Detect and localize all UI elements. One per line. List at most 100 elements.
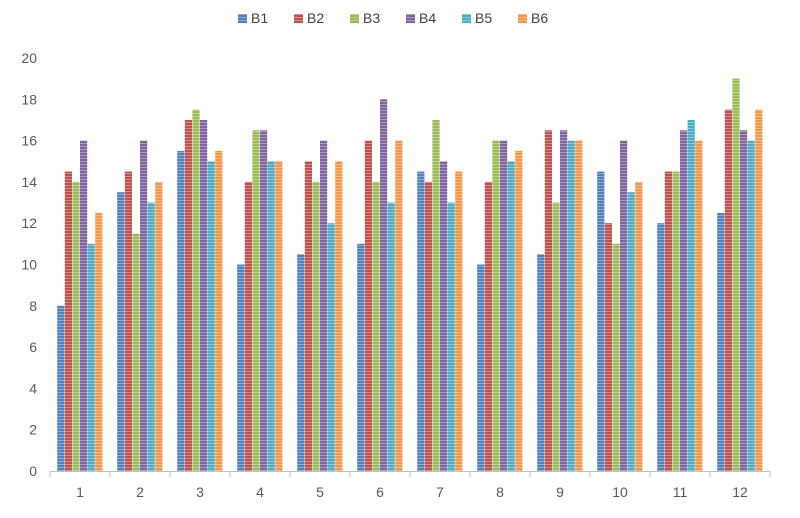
legend-label: B1 — [251, 10, 268, 26]
y-tick-label: 12 — [21, 215, 37, 231]
bar-b1-9 — [537, 254, 545, 471]
bar-b6-10 — [635, 181, 643, 471]
bar-b1-8 — [477, 264, 485, 471]
y-tick-label: 20 — [21, 50, 37, 66]
bar-b1-11 — [657, 223, 665, 471]
legend-item-b5: B5 — [462, 10, 492, 26]
bar-group-6 — [357, 99, 403, 472]
bars — [57, 78, 763, 472]
legend-swatch — [462, 14, 471, 23]
bar-b5-7 — [447, 202, 455, 472]
x-tick-label: 8 — [496, 484, 504, 500]
bar-b3-2 — [132, 233, 140, 471]
bar-b6-2 — [155, 181, 163, 471]
bar-b5-8 — [507, 161, 515, 471]
legend-label: B5 — [475, 10, 492, 26]
legend-label: B6 — [531, 10, 548, 26]
y-tick-label: 18 — [21, 91, 37, 107]
bar-b3-5 — [312, 181, 320, 471]
bar-group-4 — [237, 130, 283, 471]
bar-b4-5 — [320, 140, 328, 471]
bar-b6-11 — [695, 140, 703, 471]
bar-b4-4 — [260, 130, 268, 471]
y-tick-label: 8 — [29, 298, 37, 314]
x-tick-label: 11 — [673, 484, 688, 500]
bar-b5-4 — [267, 161, 275, 471]
legend-swatch — [518, 14, 527, 23]
x-tick-label: 6 — [376, 484, 384, 500]
bar-b4-7 — [440, 161, 448, 471]
bar-group-10 — [597, 140, 643, 471]
bar-b2-1 — [64, 171, 72, 471]
bar-b4-8 — [500, 140, 508, 471]
legend-item-b1: B1 — [238, 10, 268, 26]
bar-b2-7 — [424, 181, 432, 471]
bar-group-11 — [657, 119, 703, 471]
bar-b2-12 — [724, 109, 732, 472]
legend-item-b3: B3 — [350, 10, 380, 26]
x-tick-label: 3 — [196, 484, 204, 500]
bar-b4-10 — [620, 140, 628, 471]
bar-b4-1 — [80, 140, 88, 471]
x-tick-label: 5 — [316, 484, 324, 500]
legend-swatch — [406, 14, 415, 23]
bar-b5-12 — [747, 140, 755, 471]
bar-group-8 — [477, 140, 523, 471]
legend: B1 B2 B3 B4 B5 B6 — [238, 10, 548, 26]
bar-b6-5 — [335, 161, 343, 471]
bar-b3-7 — [432, 119, 440, 471]
bar-b5-11 — [687, 119, 695, 471]
bar-b6-12 — [755, 109, 763, 472]
bar-group-1 — [57, 140, 103, 472]
bar-group-9 — [537, 130, 583, 472]
legend-item-b6: B6 — [518, 10, 548, 26]
bar-b6-3 — [215, 150, 223, 471]
legend-item-b4: B4 — [406, 10, 436, 26]
y-tick-label: 10 — [21, 257, 37, 273]
bar-b2-9 — [544, 130, 552, 471]
x-axis: 1 2 3 4 5 6 7 8 9 10 11 12 — [76, 484, 748, 500]
x-tick-label: 10 — [612, 484, 628, 500]
bar-b5-9 — [567, 140, 575, 471]
bar-b1-6 — [357, 243, 365, 471]
bar-b3-3 — [192, 109, 200, 472]
bar-b6-4 — [275, 161, 283, 471]
bar-group-7 — [417, 119, 463, 472]
bar-b4-9 — [560, 130, 568, 471]
bar-b6-7 — [455, 171, 463, 471]
bar-b5-2 — [147, 202, 155, 472]
bar-group-5 — [297, 140, 343, 471]
x-tick-label: 12 — [732, 484, 748, 500]
y-tick-label: 6 — [29, 339, 37, 355]
bar-b1-7 — [417, 171, 425, 471]
bar-b3-6 — [372, 181, 380, 471]
y-tick-label: 2 — [29, 422, 37, 438]
bar-b2-8 — [484, 181, 492, 471]
bar-b5-10 — [627, 192, 635, 471]
bar-b1-1 — [57, 305, 65, 471]
bar-b1-4 — [237, 264, 245, 471]
bar-b6-9 — [575, 140, 583, 471]
bar-b2-4 — [244, 181, 252, 471]
bar-b1-5 — [297, 254, 305, 471]
bar-b1-3 — [177, 150, 185, 471]
bar-b4-3 — [200, 119, 208, 471]
legend-swatch — [294, 14, 303, 23]
bar-b6-6 — [395, 140, 403, 471]
bar-b5-6 — [387, 202, 395, 472]
bar-group-12 — [717, 78, 763, 472]
bar-b2-3 — [184, 119, 192, 471]
bar-b2-5 — [304, 161, 312, 471]
bar-b3-12 — [732, 78, 740, 472]
bar-b1-2 — [117, 192, 125, 471]
bar-b2-6 — [364, 140, 372, 471]
x-tick-label: 2 — [136, 484, 144, 500]
bar-b3-10 — [612, 243, 620, 471]
x-tick-label: 4 — [256, 484, 264, 500]
bar-b1-12 — [717, 212, 725, 472]
bar-b4-6 — [380, 99, 388, 472]
bar-b5-5 — [327, 223, 335, 471]
bar-b6-8 — [515, 150, 523, 471]
